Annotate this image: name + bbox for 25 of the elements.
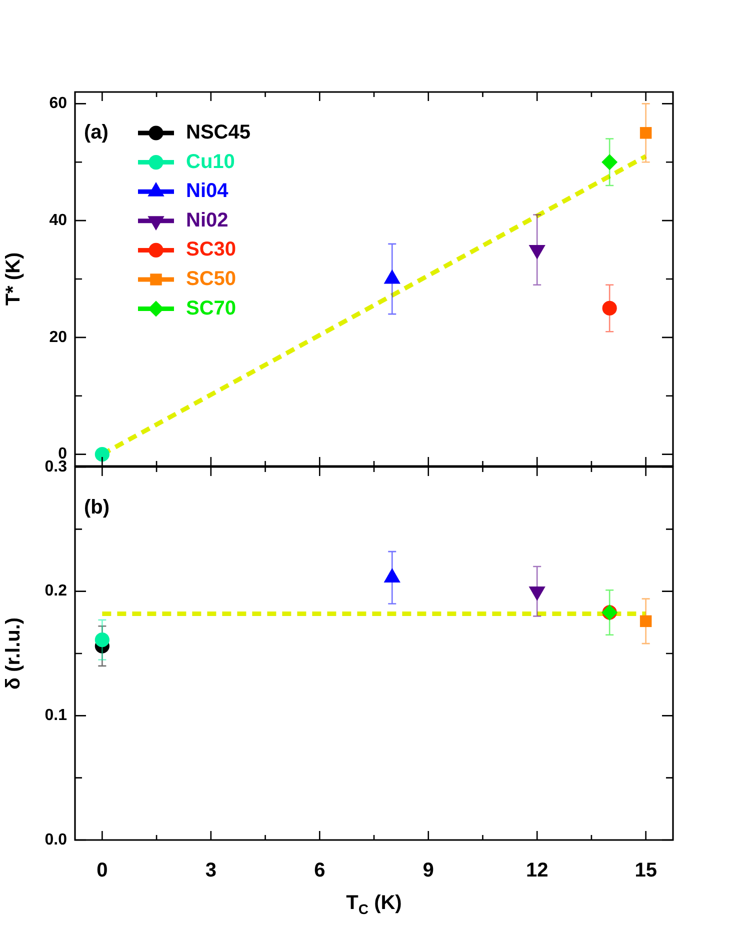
legend-label: SC50 (186, 268, 236, 290)
y-tick-label: 0.0 (44, 831, 68, 848)
legend-label: Ni04 (186, 180, 230, 202)
y-tick-label: 40 (49, 212, 68, 229)
x-tick-label: 6 (314, 860, 326, 882)
y-axis-title: T* (K) (2, 252, 25, 306)
legend-label: Cu10 (186, 150, 235, 173)
x-tick-label: 3 (205, 860, 216, 882)
x-tick-label: 9 (422, 860, 434, 882)
x-tick-label: 15 (634, 860, 657, 882)
y-axis-title: δ (r.l.u.) (2, 617, 25, 690)
x-tick-label: 0 (96, 860, 108, 882)
y-tick-label: 60 (49, 95, 68, 112)
y-tick-label: 0.2 (44, 582, 68, 600)
y-tick-label: 0.3 (44, 458, 68, 476)
legend-label: NSC45 (186, 122, 250, 144)
legend-label: SC70 (186, 297, 236, 320)
legend-label: Ni02 (186, 209, 228, 232)
annotation: (b) (84, 496, 110, 519)
y-tick-label: 0.1 (44, 707, 68, 724)
x-tick-label: 12 (526, 860, 548, 882)
x-axis-title: T$_{C}$ (K) (346, 892, 402, 917)
annotation: (a) (84, 122, 108, 144)
y-tick-label: 20 (49, 328, 68, 346)
legend-label: SC30 (186, 238, 236, 261)
